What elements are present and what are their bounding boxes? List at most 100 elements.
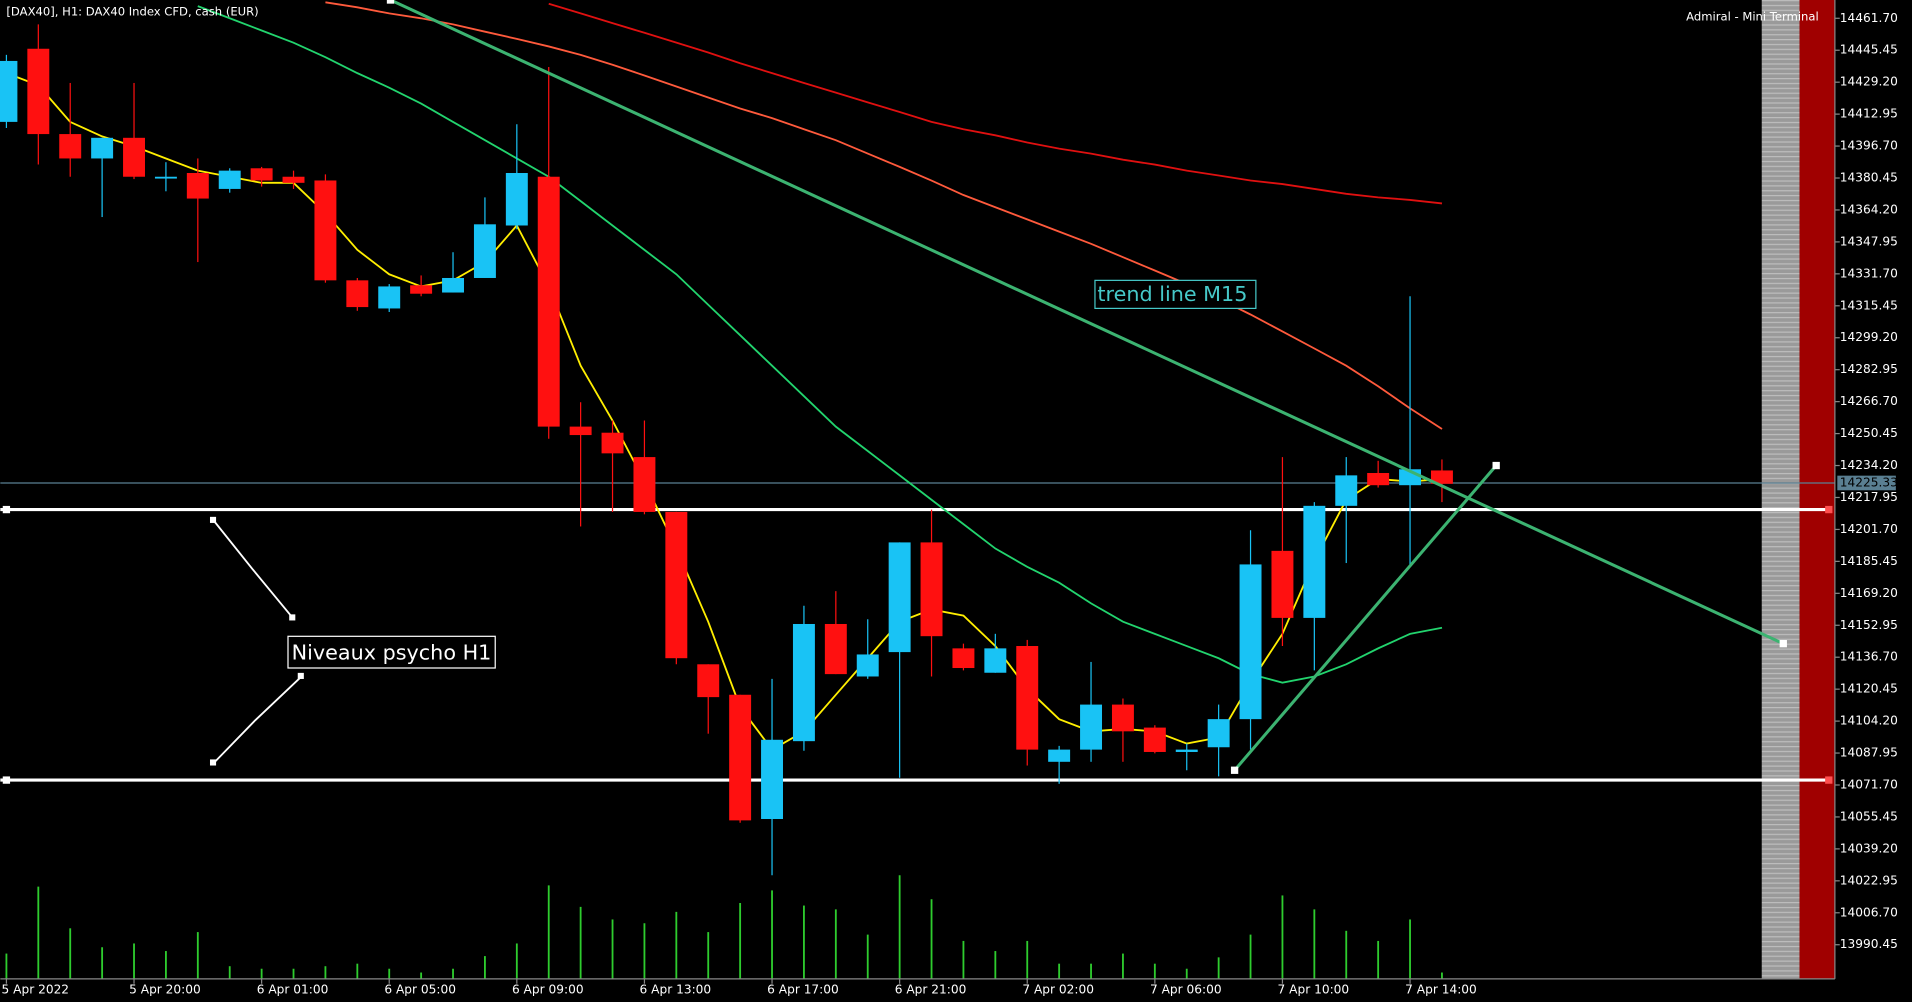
y-tick-label: 14169.20 (1840, 586, 1898, 600)
y-tick-label: 14445.45 (1840, 43, 1898, 57)
candle-body (1207, 719, 1230, 748)
y-tick-label: 14039.20 (1840, 841, 1898, 855)
y-tick-label: 14412.95 (1840, 107, 1898, 121)
candle-body (186, 173, 209, 199)
x-tick-label: 7 Apr 14:00 (1405, 982, 1477, 996)
candle-body (282, 176, 305, 183)
handle (209, 759, 217, 766)
x-tick-label: 5 Apr 20:00 (129, 982, 201, 996)
side-bands (1761, 0, 1835, 979)
x-tick-label: 7 Apr 10:00 (1278, 982, 1350, 996)
candle-body (1303, 505, 1326, 618)
candle-body (1111, 704, 1134, 732)
level-handle (1825, 776, 1833, 784)
candle-body (442, 277, 464, 293)
y-tick-label: 14120.45 (1840, 682, 1898, 696)
candle-body (537, 176, 560, 427)
y-tick-label: 14364.20 (1840, 202, 1898, 216)
candle-body (856, 654, 879, 677)
y-tick-label: 14461.70 (1840, 11, 1898, 25)
drawing-arrow (212, 675, 303, 764)
y-tick-label: 14006.70 (1840, 905, 1898, 919)
candle-body (761, 739, 784, 820)
annotation: trend line M15 (1097, 282, 1247, 306)
candle-body (314, 180, 337, 281)
candle-body (410, 285, 433, 294)
y-tick-label: 14071.70 (1840, 777, 1898, 791)
candle-body (218, 170, 241, 189)
y-tick-label: 14380.45 (1840, 171, 1898, 185)
x-tick-label: 6 Apr 17:00 (767, 982, 839, 996)
trend-handle (1230, 766, 1239, 774)
candle-body (601, 432, 624, 454)
moving-average (6, 72, 1443, 751)
y-tick-label: 14152.95 (1840, 618, 1898, 632)
trend-handle (1492, 461, 1500, 470)
candle-body (346, 280, 369, 308)
candle-body (792, 623, 815, 742)
level-handle (2, 776, 11, 784)
grey-band (1761, 0, 1800, 979)
y-tick-label: 14234.20 (1840, 458, 1898, 472)
x-tick-label: 6 Apr 09:00 (512, 982, 584, 996)
x-tick-label: 6 Apr 21:00 (895, 982, 967, 996)
candle-body (1143, 727, 1166, 752)
x-tick-label: 7 Apr 02:00 (1022, 982, 1094, 996)
trend-handle (386, 0, 395, 4)
candle-body (824, 623, 847, 675)
x-tick-label: 5 Apr 2022 (2, 982, 70, 996)
handle (289, 614, 296, 621)
candle-body (1335, 475, 1358, 506)
trend-handle (1779, 639, 1787, 648)
candle-body (1048, 749, 1071, 762)
handle (209, 516, 217, 523)
candle-body (27, 48, 50, 135)
candle-body (505, 173, 528, 226)
x-tick-label: 6 Apr 13:00 (640, 982, 712, 996)
y-tick-label: 14055.45 (1840, 809, 1898, 823)
candle-body (729, 694, 752, 821)
candle-body (952, 648, 975, 669)
y-tick-label: 14201.70 (1840, 522, 1898, 536)
candle-body (920, 542, 943, 637)
x-tick-label: 6 Apr 05:00 (384, 982, 456, 996)
last-price-box (1837, 475, 1896, 491)
y-tick-label: 13990.45 (1840, 937, 1898, 951)
drawing-arrow (212, 519, 294, 619)
candle-body (378, 286, 401, 309)
y-tick-label: 14282.95 (1840, 362, 1898, 376)
level-handle (1825, 505, 1833, 514)
moving-average (325, 1, 1443, 430)
red-band (1799, 0, 1835, 979)
terminal-label[interactable]: Admiral - Mini Terminal (1686, 10, 1819, 24)
trend-line (389, 0, 1784, 646)
y-tick-label: 14299.20 (1840, 330, 1898, 344)
moving-average (197, 5, 1443, 684)
candle-body (697, 664, 720, 698)
y-tick-label: 14217.95 (1840, 490, 1898, 504)
candle-body (123, 137, 145, 177)
candle-body (1367, 473, 1390, 486)
annotation: Niveaux psycho H1 (292, 640, 492, 664)
candle-body (154, 176, 177, 179)
candle-body (91, 137, 114, 159)
x-tick-label: 6 Apr 01:00 (257, 982, 329, 996)
y-tick-label: 14331.70 (1840, 266, 1898, 280)
plot (0, 0, 1835, 979)
candle-body (1239, 564, 1262, 720)
candle-body (1430, 470, 1453, 484)
candle-body (0, 60, 18, 122)
candle-body (1016, 646, 1039, 750)
y-tick-label: 14429.20 (1840, 75, 1898, 89)
trend-line (1233, 464, 1498, 772)
y-tick-label: 14396.70 (1840, 139, 1898, 153)
candle-body (633, 457, 656, 512)
candle-body (1175, 749, 1198, 752)
y-tick-label: 14185.45 (1840, 554, 1898, 568)
candle-body (569, 426, 592, 436)
y-tick-label: 14087.95 (1840, 746, 1898, 760)
candle-body (250, 168, 273, 181)
last-price-label: 14225.33 (1840, 475, 1898, 489)
